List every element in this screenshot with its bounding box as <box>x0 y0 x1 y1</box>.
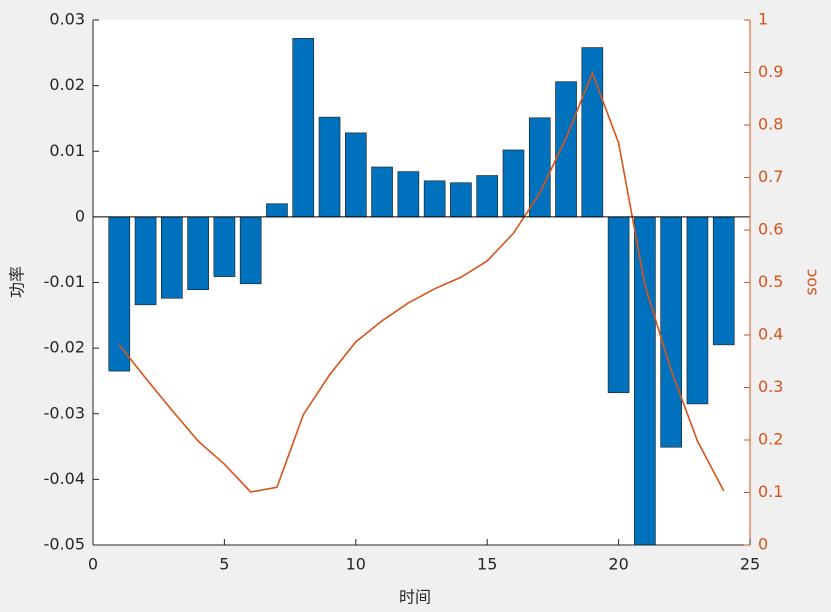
y2-tick-label: 0.8 <box>758 115 783 134</box>
x-tick-label: 20 <box>608 555 628 574</box>
y-tick-label: 0.02 <box>49 75 85 94</box>
bar <box>502 149 525 218</box>
y-tick-label: 0.03 <box>49 10 85 29</box>
bar <box>344 132 367 218</box>
y2-tick-label: 0 <box>758 535 768 554</box>
y2-tick-label: 0.5 <box>758 272 783 291</box>
y-axis-label: 功率 <box>8 266 27 298</box>
x-tick-label: 10 <box>346 555 366 574</box>
y-tick-label: 0.01 <box>49 141 85 160</box>
y2-tick-label: 0.2 <box>758 430 783 449</box>
bar <box>607 216 630 394</box>
bar <box>161 216 183 299</box>
bar <box>213 216 236 277</box>
bar <box>318 116 341 218</box>
y2-tick-label: 0.6 <box>758 220 783 239</box>
y-tick-label: -0.04 <box>44 469 85 488</box>
bar <box>266 203 288 218</box>
bar <box>450 182 472 218</box>
bar <box>397 171 420 218</box>
bar <box>239 216 262 285</box>
y-tick-label: 0 <box>75 206 85 225</box>
y2-axis-label: soc <box>802 269 821 296</box>
y2-tick-label: 0.7 <box>758 167 783 186</box>
bar <box>476 175 499 218</box>
y2-tick-label: 0.4 <box>758 325 783 344</box>
bar <box>134 216 157 306</box>
x-tick-label: 15 <box>477 555 497 574</box>
x-tick-label: 5 <box>219 555 229 574</box>
bar <box>634 216 656 545</box>
bar <box>528 117 551 218</box>
bar <box>371 166 393 218</box>
y2-tick-label: 1 <box>758 10 768 29</box>
y-tick-label: -0.01 <box>44 272 85 291</box>
bar <box>712 216 735 346</box>
y2-tick-label: 0.9 <box>758 62 783 81</box>
y2-tick-label: 0.3 <box>758 377 783 396</box>
bar <box>187 216 209 291</box>
y-tick-label: -0.05 <box>44 535 85 554</box>
bar <box>686 216 709 405</box>
y2-tick-label: 0.1 <box>758 482 783 501</box>
bar <box>108 216 131 372</box>
bar <box>555 81 577 218</box>
x-tick-label: 25 <box>740 555 760 574</box>
bar <box>423 180 446 218</box>
line <box>118 70 725 493</box>
y-tick-label: -0.03 <box>44 403 85 422</box>
plot-content <box>93 38 750 545</box>
bar <box>292 38 315 218</box>
bar <box>660 216 682 448</box>
x-tick-label: 0 <box>88 555 98 574</box>
y-tick-label: -0.02 <box>44 338 85 357</box>
x-axis-label: 时间 <box>399 588 431 607</box>
